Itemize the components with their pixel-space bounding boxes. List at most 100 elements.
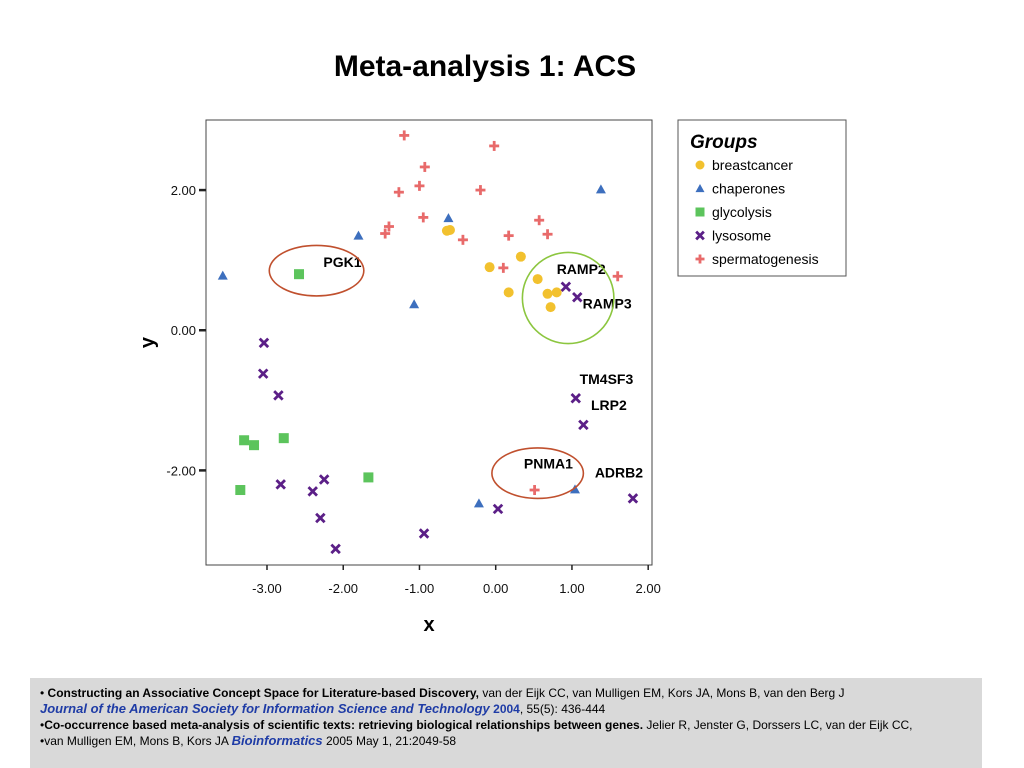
glycolysis-point <box>278 433 289 444</box>
chaperones-point <box>217 270 228 280</box>
lysosome-point-stroke <box>418 528 430 539</box>
lysosome-point <box>330 543 341 555</box>
legend-title: Groups <box>690 132 758 153</box>
ref1-title: Constructing an Associative Concept Spac… <box>47 686 479 700</box>
x-tick-label: 1.00 <box>559 581 584 596</box>
gene-label-pnma1: PNMA1 <box>524 455 573 471</box>
lysosome-point <box>315 512 326 524</box>
ref2-title: Co-occurrence based meta-analysis of sci… <box>44 718 644 732</box>
series-glycolysis <box>235 269 374 496</box>
reference-1-line-2: Journal of the American Society for Info… <box>40 701 972 717</box>
legend-marker-lysosome-stroke <box>695 230 705 241</box>
series-spermatogenesis <box>380 130 623 496</box>
lysosome-point <box>627 493 639 504</box>
ref2-journal[interactable]: Bioinformatics <box>231 733 323 748</box>
glycolysis-point <box>249 440 260 451</box>
ref1-authors: van der Eijk CC, van Mulligen EM, Kors J… <box>482 686 845 700</box>
legend: Groups breastcancer chaperones glycolysis ly… <box>677 119 847 277</box>
y-tick-label: 2.00 <box>171 183 196 198</box>
ref2-bullet: • <box>40 718 45 732</box>
ref1-bullet: • <box>40 686 45 700</box>
chaperones-point <box>595 184 606 194</box>
lysosome-point-stroke <box>578 419 589 431</box>
spermatogenesis-point <box>489 140 500 151</box>
ref2-authors-line1: Jelier R, Jenster G, Dorssers LC, van de… <box>646 718 913 732</box>
breastcancer-point <box>545 302 556 313</box>
legend-marker-spermatogenesis <box>695 254 705 264</box>
reference-1-line-1: • Constructing an Associative Concept Sp… <box>40 685 972 701</box>
breastcancer-point <box>515 251 526 262</box>
lysosome-point-stroke <box>275 479 286 490</box>
spermatogenesis-point <box>498 262 509 273</box>
spermatogenesis-point <box>399 130 410 141</box>
legend-label-lysosome: lysosome <box>712 228 771 244</box>
x-tick-label: -3.00 <box>252 581 282 596</box>
lysosome-point <box>572 292 583 303</box>
breastcancer-point <box>484 262 495 273</box>
legend-label-glycolysis: glycolysis <box>712 204 772 220</box>
ref1-details: , 55(5): 436-444 <box>519 702 606 716</box>
lysosome-point <box>492 503 504 515</box>
ref1-journal[interactable]: Journal of the American Society for Info… <box>40 701 490 716</box>
spermatogenesis-point <box>475 185 486 196</box>
ref1-year: 2004 <box>493 702 520 716</box>
spermatogenesis-point <box>503 230 514 241</box>
legend-marker-glycolysis <box>695 207 705 217</box>
chaperones-point <box>473 498 484 508</box>
chaperones-point <box>353 230 364 240</box>
chaperones-point <box>443 213 454 223</box>
ref2-authors-line2: •van Mulligen EM, Mons B, Kors JA <box>40 734 229 748</box>
references-box: • Constructing an Associative Concept Sp… <box>30 678 982 768</box>
legend-box <box>677 119 847 277</box>
glycolysis-point <box>239 435 250 446</box>
series-lysosome <box>257 281 639 555</box>
y-axis-title: y <box>137 336 159 348</box>
spermatogenesis-point <box>383 221 394 232</box>
lysosome-point-stroke <box>315 512 326 524</box>
spermatogenesis-point <box>542 229 553 240</box>
y-tick-label: -2.00 <box>166 463 196 478</box>
lysosome-point <box>418 528 430 539</box>
lysosome-point-stroke <box>572 292 583 303</box>
glycolysis-point <box>235 485 246 496</box>
scatter-plot: -3.00 -2.00 -1.00 0.00 1.00 2.00 2.00 0.00 -2.00… <box>137 119 847 636</box>
spermatogenesis-point <box>457 234 468 245</box>
spermatogenesis-point <box>393 187 404 198</box>
lysosome-point-stroke <box>273 390 284 401</box>
lysosome-point-stroke <box>318 474 330 485</box>
page-title: Meta-analysis 1: ACS <box>333 50 637 83</box>
chaperones-point <box>409 299 420 309</box>
gene-label-lrp2: LRP2 <box>591 397 627 413</box>
highlight-ellipse <box>491 447 585 500</box>
breastcancer-point <box>503 287 514 298</box>
lysosome-point-stroke <box>257 368 269 379</box>
glycolysis-point <box>363 472 374 483</box>
lysosome-point <box>318 474 330 485</box>
gene-label-pgk1: PGK1 <box>323 254 361 270</box>
legend-marker-lysosome <box>695 230 705 241</box>
spermatogenesis-point <box>418 212 429 223</box>
spermatogenesis-point <box>612 271 623 282</box>
lysosome-point <box>275 479 286 490</box>
lysosome-point <box>257 368 269 379</box>
lysosome-point <box>258 337 270 349</box>
x-tick-label: -2.00 <box>328 581 358 596</box>
lysosome-point <box>560 281 572 293</box>
spermatogenesis-point <box>414 180 425 191</box>
reference-2-line-1: •Co-occurrence based meta-analysis of sc… <box>40 717 972 733</box>
breastcancer-point <box>441 225 452 236</box>
breastcancer-point <box>551 287 562 298</box>
series-chaperones <box>217 184 606 508</box>
spermatogenesis-point <box>529 485 540 496</box>
gene-label-ramp3: RAMP3 <box>583 296 632 312</box>
legend-marker-chaperones <box>695 184 705 193</box>
highlight-ellipse <box>521 251 615 345</box>
chaperones-point <box>569 484 580 494</box>
lysosome-point-stroke <box>258 337 270 349</box>
spermatogenesis-point <box>419 161 430 172</box>
legend-label-spermatogenesis: spermatogenesis <box>712 251 819 267</box>
breastcancer-point <box>542 288 553 299</box>
gene-label-adrb2: ADRB2 <box>595 464 643 480</box>
spermatogenesis-point <box>380 228 391 239</box>
lysosome-point-stroke <box>330 543 341 555</box>
